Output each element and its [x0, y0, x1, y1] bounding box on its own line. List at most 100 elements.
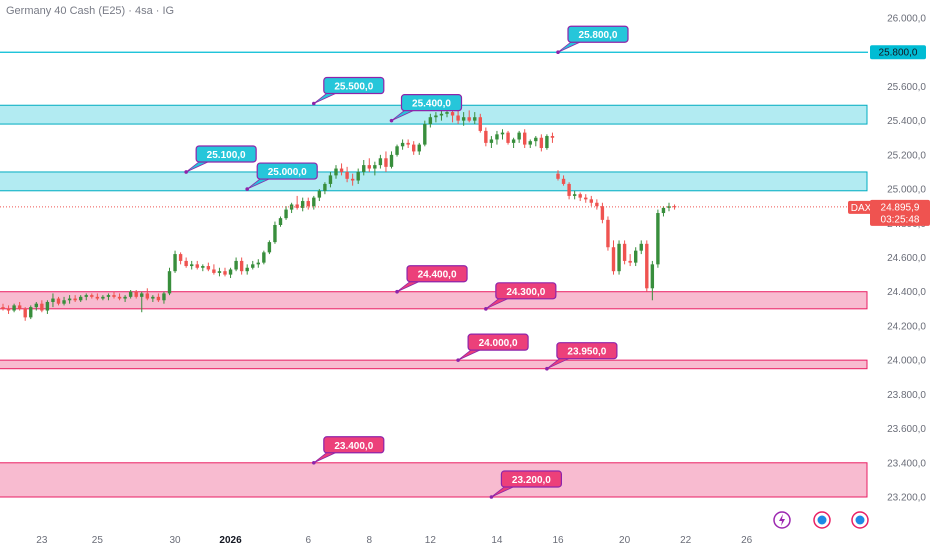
callout-label: 24.000,0 [479, 338, 518, 349]
y-tick-label: 26.000,0 [887, 14, 926, 25]
candle-body [228, 269, 233, 275]
candle-body [434, 115, 438, 118]
candle-body [251, 264, 255, 268]
callout-label: 24.300,0 [506, 287, 545, 298]
zones-layer [0, 104, 868, 498]
candle-body [589, 199, 593, 203]
callout-label: 25.800,0 [579, 30, 618, 41]
candle-body [672, 206, 677, 208]
callout-anchor [389, 118, 394, 123]
globe-icon-2-core [855, 515, 865, 525]
candle-body [389, 154, 394, 167]
hline-price-tag [870, 45, 926, 60]
candle-body [245, 267, 249, 272]
candle-body [656, 213, 660, 265]
candle-body [356, 171, 360, 181]
x-axis[interactable]: 23 25 30 2026 6 8 12 14 16 20 22 26 [36, 535, 752, 546]
price-callout: 25.500,0 [312, 76, 385, 106]
candle-body [12, 305, 16, 311]
candle-body [178, 254, 183, 261]
candle-body [600, 206, 605, 220]
candle-body [284, 209, 288, 219]
candle-body [561, 178, 566, 184]
candle-body [101, 296, 105, 299]
candle-body [461, 117, 466, 121]
callout-box [195, 145, 257, 163]
callout-box [467, 333, 529, 351]
candle-body [190, 264, 194, 267]
candle-body [79, 296, 83, 301]
hline-price-tag-text: 25.800,0 [879, 48, 918, 59]
candle-body [134, 291, 138, 297]
candle-body [373, 165, 377, 169]
candle-body [556, 173, 560, 179]
bottom-toolbar [773, 511, 869, 529]
price-callout: 25.100,0 [184, 145, 257, 174]
candle-body [112, 295, 116, 297]
candle-body [606, 219, 610, 248]
y-axis[interactable]: 26.000,0 25.800,0 25.600,0 25.400,0 25.200,0… [868, 0, 932, 550]
candle-body [523, 132, 527, 145]
callout-label: 23.950,0 [567, 347, 606, 358]
candle-body [339, 168, 344, 172]
candle-body [217, 271, 222, 273]
candle-body [145, 293, 149, 299]
y-tick-label: 25.400,0 [887, 116, 926, 127]
candle-body [417, 144, 421, 152]
callout-box [323, 76, 385, 95]
candle-body [17, 305, 22, 309]
x-tick-label: 25 [92, 535, 104, 546]
callout-box [495, 282, 557, 300]
zone-rect [0, 171, 868, 192]
candle-body [500, 132, 505, 135]
candle-body [312, 197, 316, 207]
candle-body [611, 247, 616, 272]
candle-body [428, 117, 433, 125]
candle-body [645, 243, 649, 289]
y-tick-label: 25.000,0 [887, 185, 926, 196]
y-tick-label: 23.800,0 [887, 390, 926, 401]
price-callout: 24.300,0 [484, 282, 557, 311]
candle-body [445, 112, 449, 114]
globe-icon-core [817, 515, 827, 525]
countdown-value: 03:25:48 [881, 214, 920, 225]
candle-body [412, 144, 416, 152]
callout-box [556, 342, 618, 360]
last-price-value: 24.895,9 [881, 202, 920, 213]
candle-body [223, 271, 227, 275]
candle-body [45, 301, 50, 311]
candle-body [29, 307, 33, 318]
x-tick-label: 20 [619, 535, 631, 546]
callout-anchor [184, 170, 188, 174]
callout-box [567, 25, 629, 43]
candle-body [106, 295, 111, 297]
candle-body [439, 113, 444, 116]
callout-box [256, 162, 318, 180]
candle-body [206, 266, 211, 270]
callouts-layer: 25.800,0 25.500,0 25.400,0 25.100,0 25.000,0… [184, 25, 629, 499]
callout-anchor [484, 307, 488, 311]
candle-body [634, 250, 638, 263]
candle-body [1, 307, 5, 309]
candle-body [273, 224, 277, 243]
callout-pointer [313, 92, 338, 104]
candle-body [506, 132, 510, 143]
candle-body [406, 142, 410, 145]
candle-body [317, 190, 322, 198]
globe-icon [813, 511, 831, 529]
candle-body [478, 117, 482, 131]
candle-body [328, 175, 333, 184]
callout-label: 23.400,0 [334, 441, 373, 452]
y-tick-label: 25.200,0 [887, 150, 926, 161]
candle-body [323, 183, 327, 191]
x-tick-label: 12 [425, 535, 437, 546]
candle-body [539, 137, 544, 149]
price-callout: 23.400,0 [312, 436, 385, 465]
candle-body [151, 296, 155, 299]
candle-body [51, 298, 55, 302]
candle-body [639, 243, 643, 251]
candle-body [90, 295, 94, 297]
callout-anchor [245, 187, 249, 191]
candle-body [661, 207, 666, 214]
